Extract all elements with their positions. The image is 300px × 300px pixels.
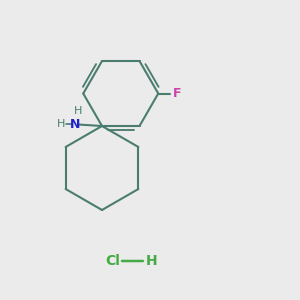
Text: H: H bbox=[57, 119, 66, 130]
Text: F: F bbox=[173, 87, 182, 100]
Text: N: N bbox=[70, 118, 80, 131]
Text: H: H bbox=[146, 254, 157, 268]
Text: Cl: Cl bbox=[105, 254, 120, 268]
Text: H: H bbox=[74, 106, 82, 116]
